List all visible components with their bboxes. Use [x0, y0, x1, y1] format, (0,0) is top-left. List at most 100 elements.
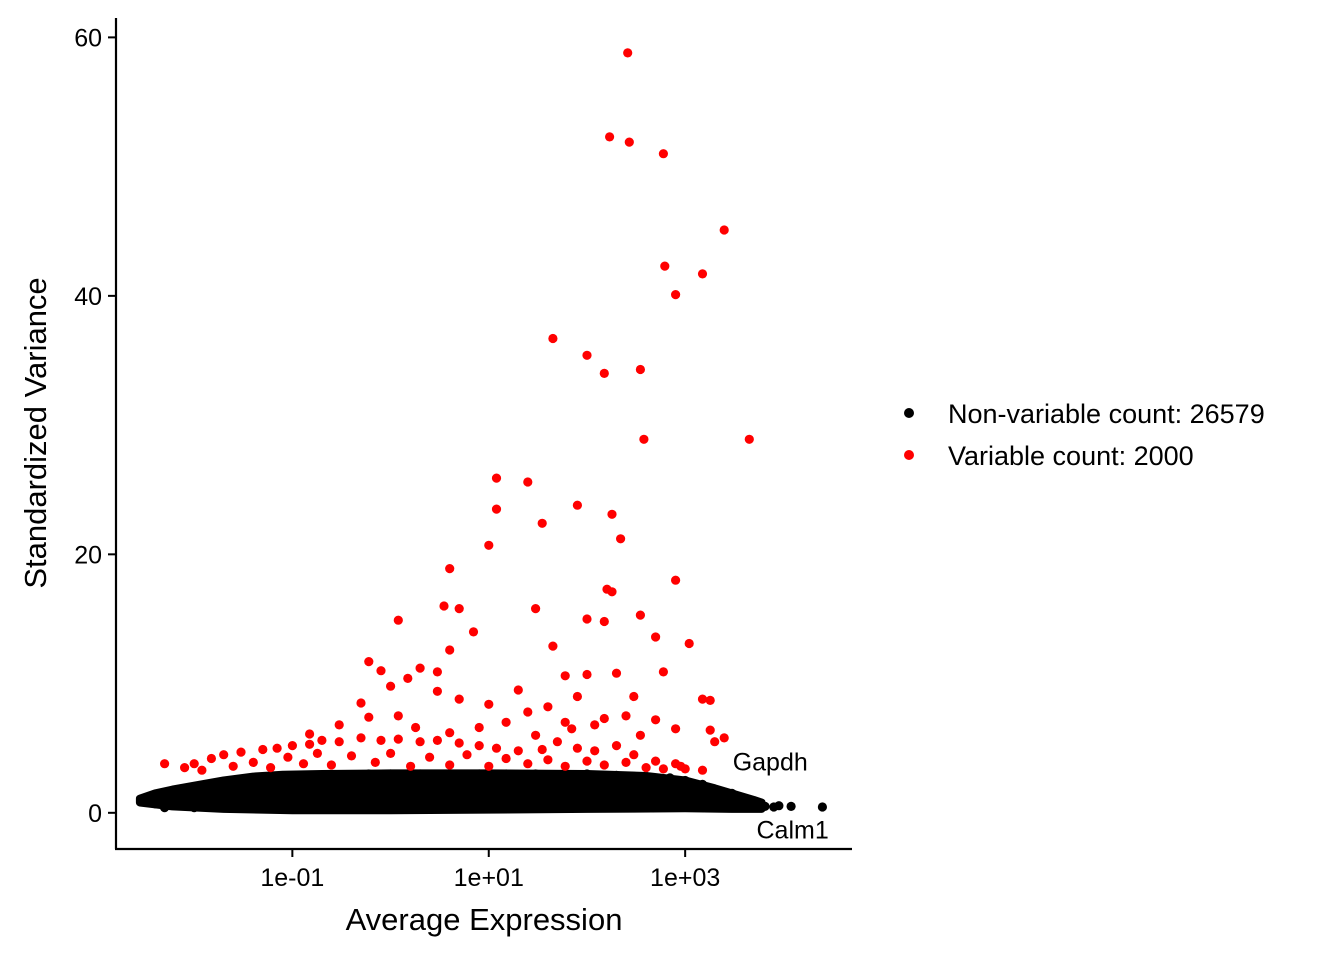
non-variable-point — [364, 769, 374, 779]
non-variable-point — [138, 795, 148, 805]
variable-point — [658, 149, 669, 159]
variable-point — [651, 715, 661, 725]
non-variable-point — [415, 769, 425, 779]
gene-annotations: Gapdh Calm1 — [733, 749, 829, 845]
variable-point — [406, 761, 416, 771]
variable-point — [266, 763, 276, 773]
non-variable-point — [582, 769, 592, 779]
variable-point — [531, 604, 541, 614]
variable-point — [415, 737, 425, 747]
non-variable-point — [287, 803, 297, 813]
variable-point — [629, 691, 639, 702]
non-variable-point — [680, 786, 690, 796]
variable-point — [671, 290, 681, 300]
non-variable-point — [167, 797, 177, 808]
variable-point — [364, 712, 374, 722]
non-variable-point — [582, 782, 592, 792]
non-variable-point — [552, 779, 563, 790]
variable-point — [462, 750, 472, 760]
variable-point — [393, 711, 403, 721]
non-variable-point — [258, 795, 268, 805]
non-variable-point — [582, 801, 592, 812]
variable-point — [513, 685, 523, 695]
x-axis-title: Average Expression — [346, 902, 623, 937]
variable-point — [599, 616, 609, 627]
variable-point — [599, 713, 609, 724]
variable-point — [386, 681, 396, 691]
non-variable-point — [150, 792, 160, 802]
variable-point — [206, 753, 216, 764]
non-variable-point — [287, 795, 297, 805]
variable-point — [635, 364, 646, 375]
non-variable-point — [386, 779, 396, 790]
variable-point — [334, 720, 344, 730]
variable-point — [590, 746, 600, 756]
non-variable-point — [680, 799, 690, 809]
variable-point — [611, 741, 622, 751]
non-variable-point — [150, 799, 160, 809]
variable-point — [228, 761, 238, 771]
variable-point — [607, 509, 617, 519]
variable-point — [572, 691, 583, 702]
variable-point — [552, 737, 563, 747]
variable-point — [491, 473, 502, 483]
variable-point — [572, 500, 583, 510]
variable-point — [548, 641, 558, 651]
variable-point — [537, 518, 547, 528]
variable-point — [607, 587, 617, 597]
variable-point — [599, 368, 609, 378]
variable-point — [658, 667, 669, 677]
variable-point — [484, 540, 494, 550]
variable-point — [651, 756, 661, 766]
variable-point — [484, 761, 494, 771]
variable-point — [705, 695, 715, 706]
non-variable-point — [258, 774, 268, 784]
non-variable-point — [582, 795, 592, 805]
variable-point — [160, 759, 170, 769]
non-variable-point — [445, 769, 455, 779]
variable-point — [356, 698, 366, 708]
variable-point — [543, 702, 553, 712]
variable-point — [641, 763, 651, 773]
non-variable-point — [760, 801, 770, 812]
ticks: 1e-01 1e+01 1e+03 0 20 40 60 — [74, 24, 720, 892]
non-variable-point — [710, 785, 720, 795]
variable-point — [491, 504, 502, 514]
variable-point — [705, 725, 715, 735]
variable-point — [599, 760, 609, 770]
non-variable-point — [567, 790, 577, 800]
variable-point — [445, 728, 455, 738]
non-variable-point — [599, 792, 609, 802]
variable-point — [298, 759, 309, 769]
variable-point — [376, 666, 386, 676]
non-variable-point — [206, 782, 216, 792]
variable-point — [258, 744, 268, 755]
legend-label: Non-variable count: 26579 — [948, 399, 1265, 429]
non-variable-point — [386, 795, 396, 805]
variable-point — [454, 738, 464, 748]
non-variable-point — [236, 803, 246, 813]
non-variable-point — [786, 801, 796, 812]
variable-point — [283, 752, 293, 762]
non-variable-point — [727, 796, 737, 806]
variable-point — [411, 722, 421, 733]
non-variable-point — [665, 791, 675, 801]
non-variable-point — [403, 790, 413, 800]
variable-point — [684, 638, 694, 649]
variable-point — [548, 333, 558, 344]
non-variable-point — [454, 775, 464, 786]
variable-series — [160, 48, 754, 775]
variable-point — [403, 673, 413, 684]
non-variable-point — [189, 803, 199, 813]
non-variable-point — [386, 769, 396, 779]
variable-point — [621, 757, 631, 768]
y-tick-label: 60 — [74, 24, 102, 52]
non-variable-point — [432, 803, 442, 813]
variable-point — [635, 730, 646, 740]
non-variable-point — [484, 778, 494, 788]
non-variable-point — [334, 788, 344, 799]
variable-point — [560, 717, 570, 727]
x-tick-label: 1e-01 — [260, 864, 324, 892]
non-variable-point — [219, 800, 229, 810]
legend-item: Variable count: 2000 — [904, 441, 1194, 471]
